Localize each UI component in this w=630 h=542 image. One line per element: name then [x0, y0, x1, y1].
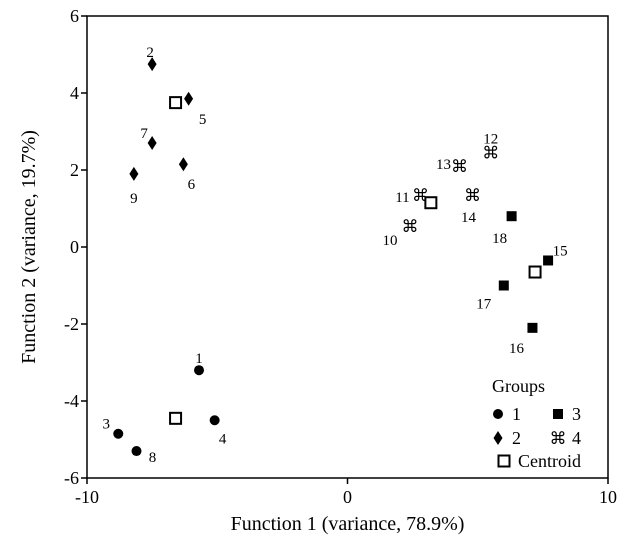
group-1-point [194, 365, 205, 376]
centroid-marker [169, 411, 183, 425]
y-tick-label: 0 [70, 237, 79, 257]
legend-marker-square [553, 409, 563, 419]
y-tick-label: 4 [70, 83, 79, 103]
data-points: ⌘⌘⌘⌘⌘ [113, 57, 554, 457]
point-label: 9 [130, 191, 138, 207]
y-axis-title: Function 2 (variance, 19.7%) [18, 130, 40, 364]
point-label: 12 [483, 132, 498, 148]
point-label: 8 [149, 450, 157, 466]
group-4-point: ⌘ [464, 186, 481, 206]
point-label: 16 [509, 341, 525, 357]
y-tick-label: 6 [70, 6, 79, 26]
point-label: 3 [103, 417, 111, 433]
legend-label: 1 [512, 404, 521, 424]
point-label: 17 [476, 297, 492, 313]
group-4-point: ⌘ [402, 217, 419, 237]
legend-label: 4 [572, 428, 581, 448]
point-label: 5 [199, 112, 207, 128]
legend-label: Centroid [518, 451, 581, 471]
x-tick-label: -10 [75, 487, 99, 507]
group-1-point [113, 428, 124, 439]
group-2-point [178, 157, 188, 172]
x-tick-label: 10 [599, 487, 617, 507]
group-1-point [131, 446, 142, 457]
group-2-point [147, 136, 157, 151]
group-1-point [209, 415, 220, 426]
y-tick-label: -4 [64, 391, 79, 411]
legend-label: 3 [572, 404, 581, 424]
y-tick-label: -6 [64, 468, 79, 488]
legend: Groups 1 3 2 ⌘ 4 Centroid [492, 376, 581, 471]
point-label: 10 [383, 233, 398, 249]
point-label: 11 [395, 190, 409, 206]
group-4-point: ⌘ [482, 144, 499, 164]
group-2-point [184, 91, 194, 106]
centroid-marker [169, 96, 183, 110]
point-label: 2 [146, 45, 154, 61]
x-axis-title: Function 1 (variance, 78.9%) [231, 513, 465, 535]
legend-label: 2 [512, 428, 521, 448]
legend-marker-command: ⌘ [550, 429, 567, 449]
legend-marker-circle [493, 409, 503, 419]
point-label: 1 [195, 351, 203, 367]
group-2-point [147, 57, 157, 72]
point-label: 6 [188, 177, 196, 193]
point-label: 7 [140, 126, 148, 142]
point-label: 14 [461, 210, 477, 226]
y-tick-label: -2 [64, 314, 79, 334]
group-3-point [498, 280, 509, 291]
centroid-marker [424, 196, 438, 210]
y-tick-label: 2 [70, 160, 79, 180]
group-3-point [527, 322, 538, 333]
group-2-point [129, 166, 139, 181]
point-label: 15 [553, 243, 568, 259]
point-label: 18 [492, 231, 507, 247]
group-3-point [506, 211, 517, 222]
plot-frame [86, 15, 609, 479]
point-label: 13 [436, 157, 451, 173]
group-3-point [543, 255, 554, 266]
group-4-point: ⌘ [451, 157, 468, 177]
legend-marker-open-square [497, 454, 511, 468]
x-tick-label: 0 [343, 487, 352, 507]
legend-title: Groups [492, 376, 545, 396]
centroid-marker [528, 265, 542, 279]
point-label: 4 [219, 431, 227, 447]
axes: -10 0 10 -6 -4 -2 0 2 4 6 Function 1 (variance, 78… [18, 6, 617, 535]
legend-marker-diamond [493, 431, 503, 445]
